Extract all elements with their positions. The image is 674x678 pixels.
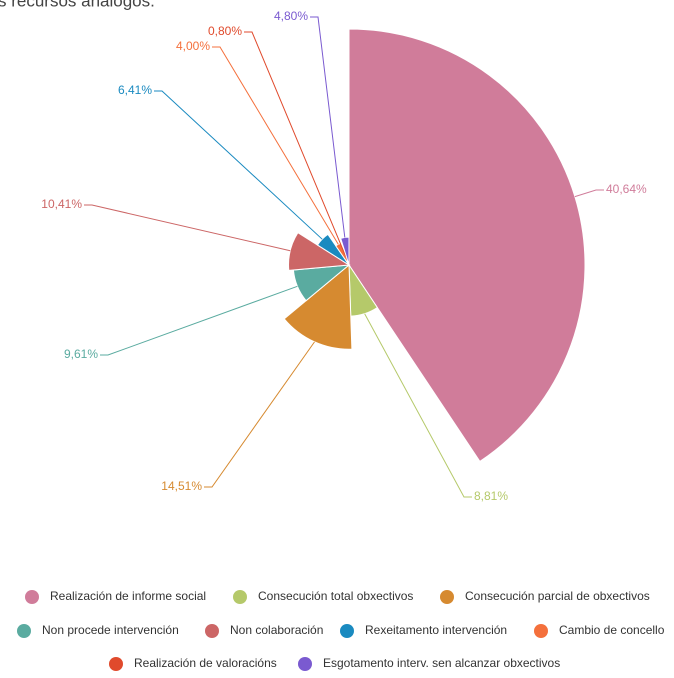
slice xyxy=(288,231,351,271)
leader-line xyxy=(154,90,323,240)
slice xyxy=(348,28,586,463)
slice xyxy=(316,233,350,266)
legend-marker xyxy=(109,657,123,671)
chart-title: s recursos análogos. xyxy=(0,0,155,10)
leader-line xyxy=(100,285,298,356)
leader-line xyxy=(84,204,291,252)
data-label: 10,41% xyxy=(41,197,82,211)
legend-marker xyxy=(17,624,31,638)
leader-line xyxy=(574,189,604,198)
data-label: 40,64% xyxy=(606,182,647,196)
leader-line xyxy=(310,16,346,238)
legend-label: Rexeitamento intervención xyxy=(365,623,507,637)
legend-label: Non colaboración xyxy=(230,623,323,637)
data-label: 0,80% xyxy=(208,24,242,38)
legend-label: Consecución parcial de obxectivos xyxy=(465,589,650,603)
legend-marker xyxy=(440,590,454,604)
leader-line xyxy=(364,313,472,498)
legend-marker xyxy=(340,624,354,638)
data-label: 4,80% xyxy=(274,9,308,23)
legend-marker xyxy=(534,624,548,638)
legend-marker xyxy=(25,590,39,604)
legend-marker xyxy=(233,590,247,604)
leader-line xyxy=(212,46,339,245)
legend-label: Non procede intervención xyxy=(42,623,179,637)
legend-marker xyxy=(298,657,312,671)
leader-line xyxy=(244,31,348,261)
legend-label: Realización de informe social xyxy=(50,589,206,603)
data-label: 9,61% xyxy=(64,347,98,361)
legend-label: Cambio de concello xyxy=(559,623,665,637)
legend-label: Esgotamento interv. sen alcanzar obxecti… xyxy=(323,656,560,670)
legend-label: Consecución total obxectivos xyxy=(258,589,413,603)
slice xyxy=(283,263,353,350)
leader-line xyxy=(204,341,315,488)
data-label: 8,81% xyxy=(474,489,508,503)
data-label: 14,51% xyxy=(161,479,202,493)
legend-marker xyxy=(205,624,219,638)
legend-label: Realización de valoracións xyxy=(134,656,277,670)
data-label: 4,00% xyxy=(176,39,210,53)
data-label: 6,41% xyxy=(118,83,152,97)
